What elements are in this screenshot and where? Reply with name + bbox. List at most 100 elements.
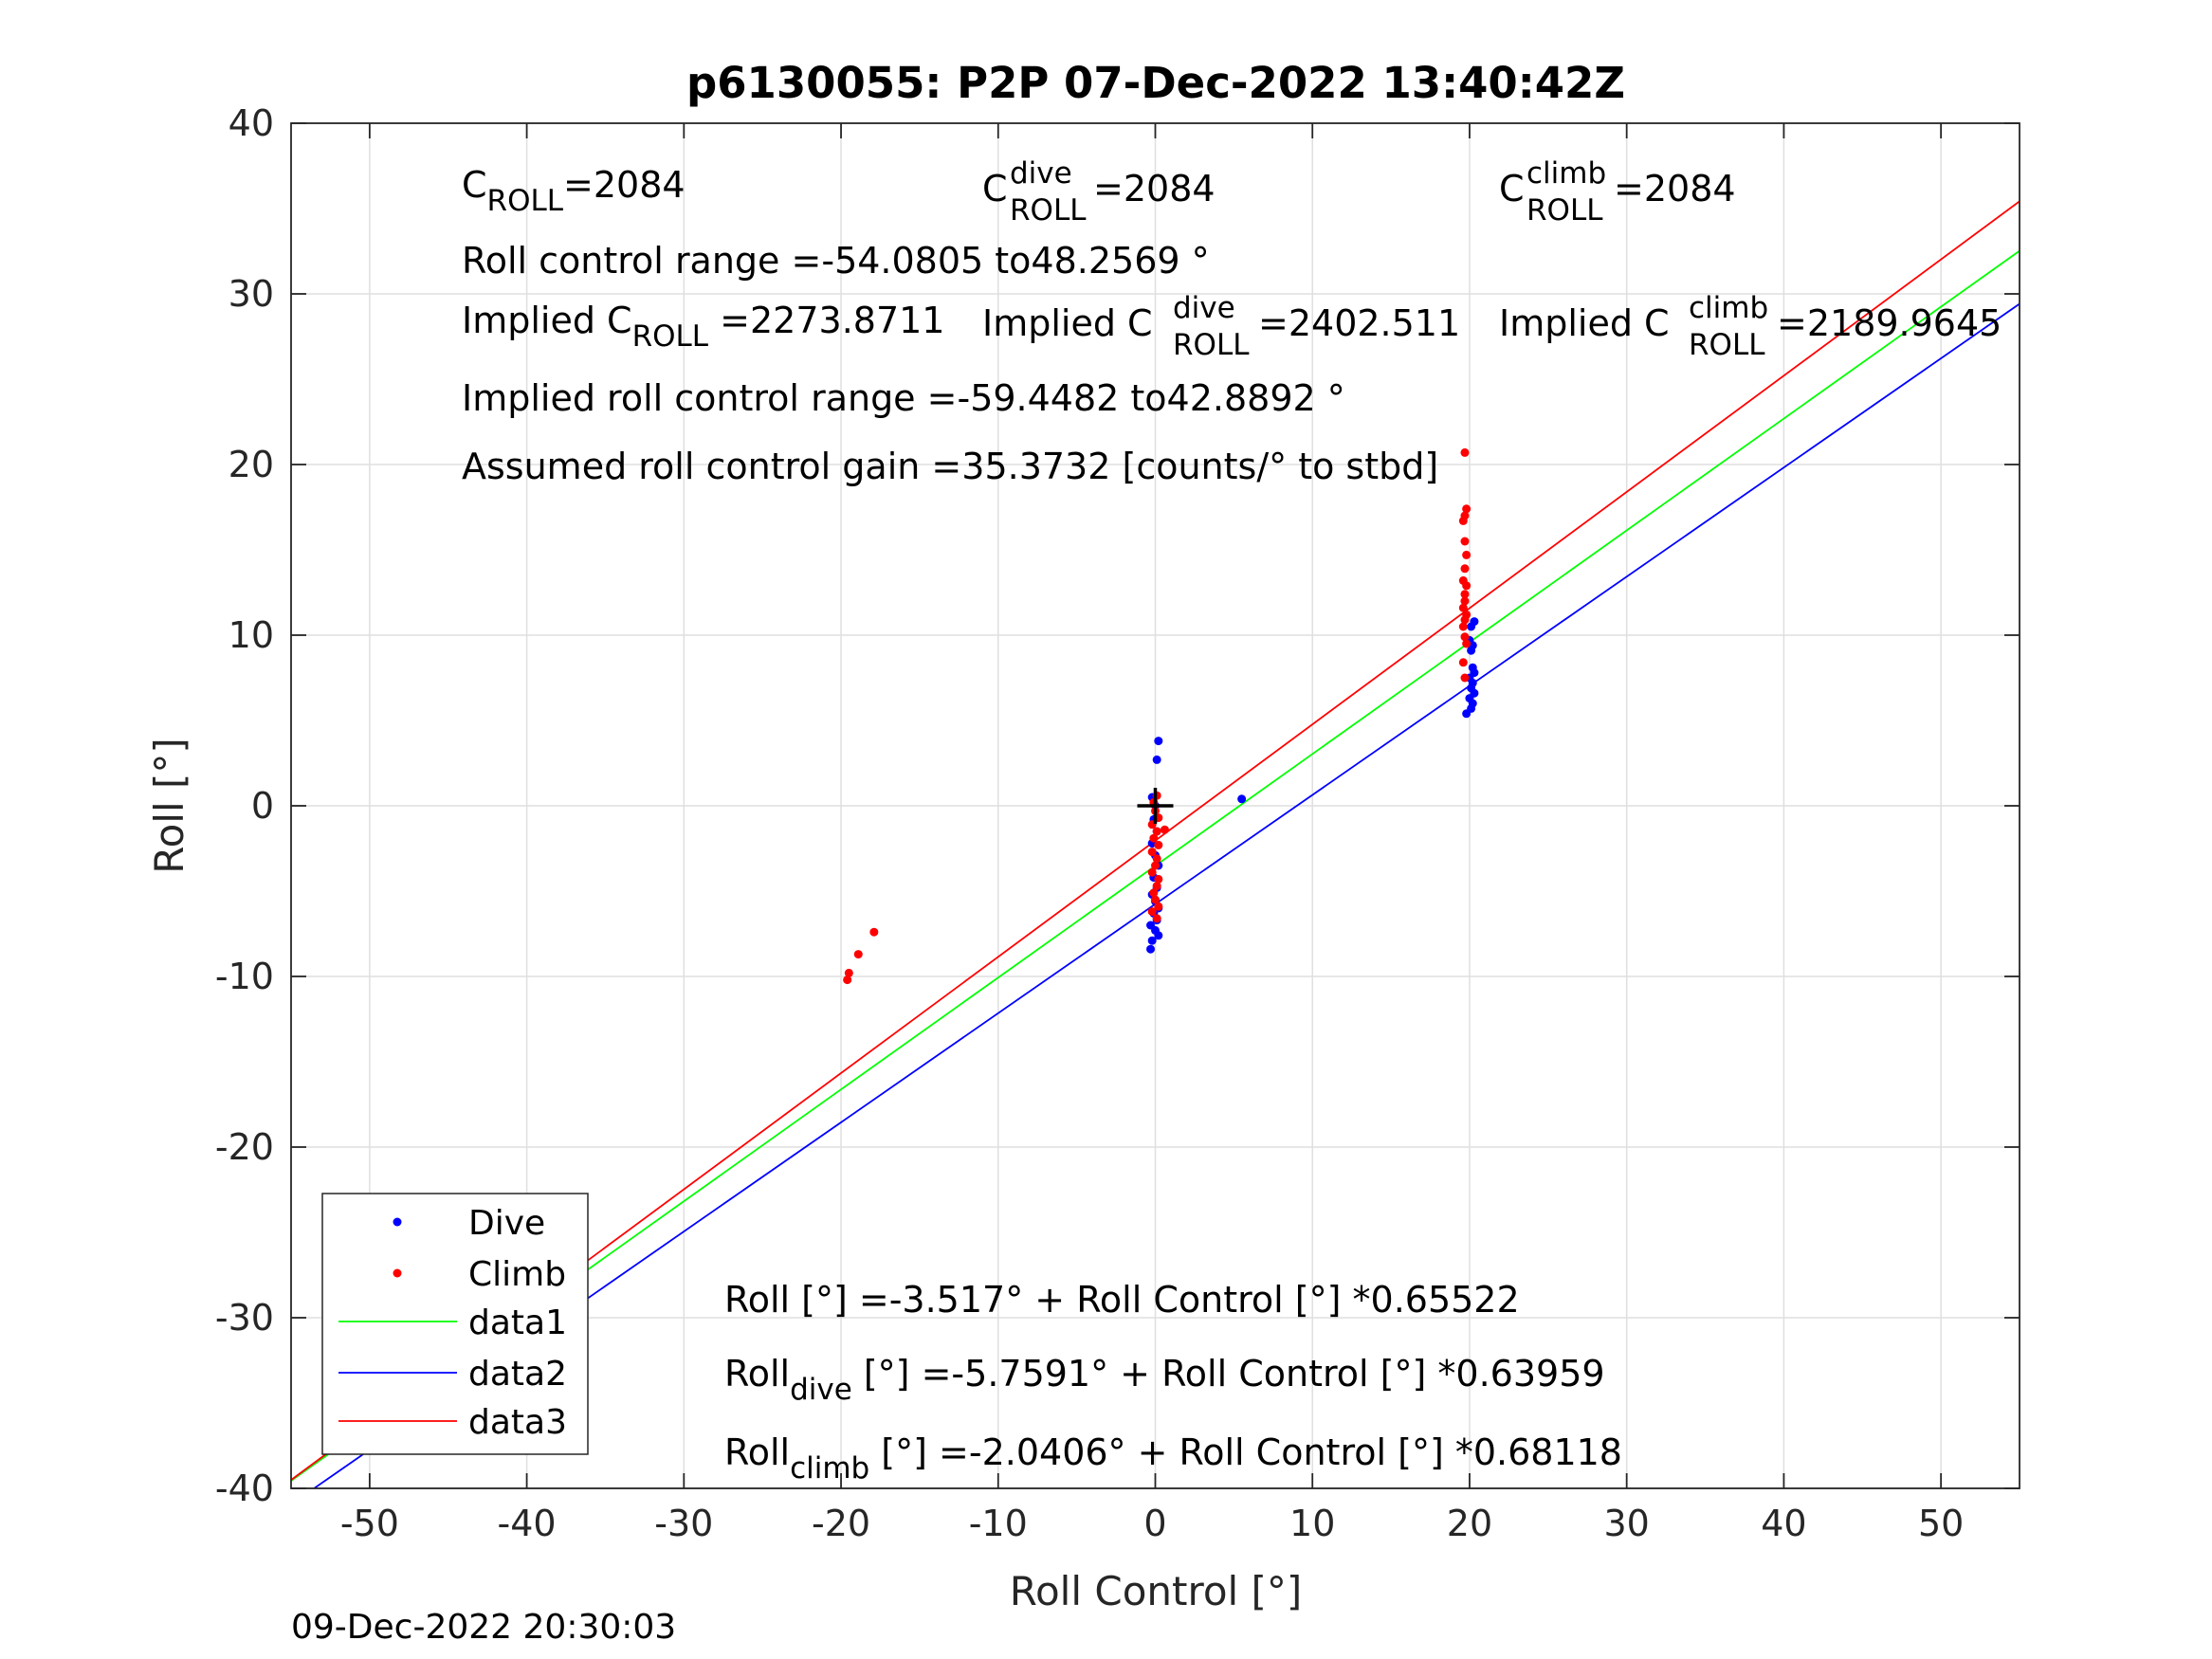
annotation-implied-c-roll-climb-sup: climb	[1689, 291, 1768, 325]
legend-marker-climb	[393, 1268, 402, 1278]
annotation-fit-climb: Rollclimb [°] =-2.0406° + Roll Control […	[724, 1431, 1622, 1486]
point-climb	[1147, 848, 1157, 857]
annotation-fit-all: Roll [°] =-3.517° + Roll Control [°] *0.…	[724, 1279, 1520, 1321]
y-tick-label: -20	[215, 1126, 274, 1168]
annotation-implied-c-roll-climb-value: =2189.9645	[1777, 302, 2002, 344]
y-tick-label: -10	[215, 956, 274, 997]
point-climb	[1460, 590, 1470, 599]
point-climb	[1462, 504, 1472, 514]
legend-box	[321, 1193, 589, 1455]
point-dive	[1468, 663, 1477, 672]
point-climb	[1462, 581, 1472, 591]
annotation-fit-dive: Rolldive [°] =-5.7591° + Roll Control [°…	[724, 1353, 1605, 1407]
point-climb	[1149, 833, 1159, 843]
annotation-c-roll-climb-value: =2084	[1614, 168, 1736, 210]
legend-label-data3: data3	[468, 1403, 567, 1442]
point-climb	[1458, 658, 1468, 667]
y-axis-label: Roll [°]	[146, 738, 192, 873]
x-tick-label: -30	[654, 1503, 713, 1544]
annotation-c-roll: CROLL=2084	[462, 164, 686, 218]
chart-title: p6130055: P2P 07-Dec-2022 13:40:42Z	[686, 58, 1625, 108]
point-dive	[1470, 617, 1479, 627]
annotation-implied-c-roll-climb: Implied C	[1499, 302, 1670, 344]
point-climb	[1147, 907, 1157, 917]
point-dive	[1154, 931, 1163, 940]
point-climb	[1458, 516, 1468, 525]
point-climb	[844, 968, 853, 977]
point-climb	[1460, 564, 1470, 574]
point-dive	[1237, 794, 1247, 804]
annotation-c-roll-dive-sub: ROLL	[1010, 193, 1087, 228]
point-climb	[1154, 902, 1163, 911]
annotation-c-roll-climb-sub: ROLL	[1526, 193, 1603, 228]
point-climb	[1460, 632, 1470, 642]
annotation-assumed-gain: Assumed roll control gain =35.3732 [coun…	[462, 446, 1438, 487]
legend-label-data2: data2	[468, 1355, 567, 1394]
point-climb	[1460, 447, 1470, 457]
annotation-c-roll-climb-sup: climb	[1526, 156, 1606, 191]
point-climb	[1462, 639, 1472, 648]
data-points	[843, 447, 1479, 985]
x-tick-label: 30	[1604, 1503, 1650, 1544]
annotation-implied-c-roll: Implied CROLL =2273.8711	[462, 300, 944, 354]
point-dive	[1154, 737, 1163, 746]
point-dive	[1147, 936, 1157, 945]
annotation-implied-c-roll-dive: Implied C	[982, 302, 1153, 344]
center-marker	[1137, 788, 1174, 824]
y-tick-label: -30	[215, 1297, 274, 1339]
annotation-c-roll-dive-value: =2084	[1093, 168, 1216, 210]
point-climb	[1460, 673, 1470, 683]
point-climb	[1460, 596, 1470, 606]
point-climb	[1152, 882, 1161, 891]
annotation-roll-control-range: Roll control range =-54.0805 to48.2569 °	[462, 240, 1210, 282]
point-climb	[1151, 861, 1160, 870]
annotation-implied-c-roll-dive-sup: dive	[1173, 291, 1235, 325]
point-dive	[1152, 755, 1161, 764]
point-climb	[853, 950, 863, 959]
point-climb	[1462, 550, 1472, 559]
point-climb	[1152, 914, 1161, 923]
y-tick-label: 40	[229, 102, 274, 144]
legend-marker-dive	[393, 1217, 402, 1227]
annotation-implied-c-roll-dive-sub: ROLL	[1173, 328, 1250, 362]
y-tick-label: 10	[229, 614, 274, 656]
annotation-c-roll-dive-sup: dive	[1010, 156, 1072, 191]
x-tick-label: 40	[1761, 1503, 1806, 1544]
annotation-c-roll-climb: C	[1499, 168, 1525, 210]
point-climb	[1154, 840, 1163, 849]
x-tick-label: 0	[1143, 1503, 1166, 1544]
point-climb	[1151, 895, 1160, 904]
y-tick-label: 30	[229, 273, 274, 315]
point-climb	[1460, 537, 1470, 546]
x-tick-label: -20	[812, 1503, 870, 1544]
x-tick-label: -10	[969, 1503, 1028, 1544]
x-tick-label: 10	[1289, 1503, 1335, 1544]
point-climb	[1458, 622, 1468, 631]
y-tick-label: 20	[229, 444, 274, 485]
point-climb	[869, 927, 879, 937]
point-climb	[1458, 603, 1468, 612]
point-climb	[843, 975, 852, 985]
axes: -50 -40 -30 -20 -10 0 10 20 30 40 50 -40 -30 -20 -10 0 1…	[215, 102, 2020, 1544]
y-tick-label: -40	[215, 1468, 274, 1509]
point-climb	[1154, 874, 1163, 884]
point-climb	[1460, 615, 1470, 625]
y-tick-label: 0	[251, 785, 274, 827]
point-dive	[1146, 944, 1156, 954]
legend-label-dive: Dive	[468, 1204, 545, 1243]
annotation-implied-c-roll-dive-value: =2402.511	[1258, 302, 1460, 344]
point-climb	[1152, 854, 1161, 864]
annotation-implied-roll-control-range: Implied roll control range =-59.4482 to4…	[462, 377, 1345, 419]
point-climb	[1149, 888, 1159, 898]
x-tick-label: -40	[498, 1503, 557, 1544]
legend-label-climb: Climb	[468, 1255, 566, 1294]
legend: Dive Climb data1 data2 data3	[321, 1193, 589, 1455]
point-climb	[1160, 825, 1169, 834]
x-tick-label: 20	[1447, 1503, 1492, 1544]
x-axis-label: Roll Control [°]	[1010, 1568, 1303, 1614]
x-tick-label: 50	[1918, 1503, 1964, 1544]
point-climb	[1147, 867, 1157, 877]
annotation-c-roll-dive: C	[982, 168, 1008, 210]
legend-label-data1: data1	[468, 1304, 567, 1342]
